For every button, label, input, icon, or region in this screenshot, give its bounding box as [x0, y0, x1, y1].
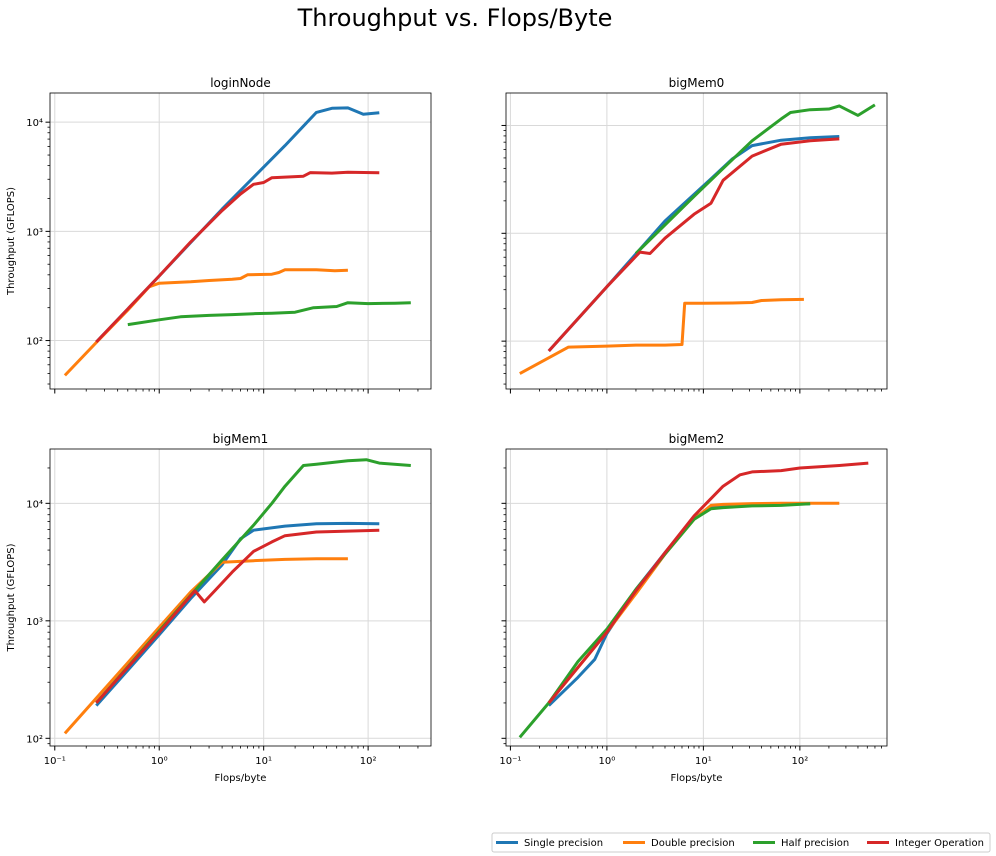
- y-tick-label: 10²: [26, 734, 43, 745]
- legend-label: Double precision: [651, 838, 735, 849]
- x-tick-label: 10¹: [695, 756, 712, 767]
- x-tick-label: 10⁻¹: [44, 756, 66, 767]
- legend-label: Half precision: [781, 838, 849, 849]
- legend-frame: [491, 832, 991, 853]
- series-line-single-precision: [95, 521, 380, 707]
- series-line-double-precision: [519, 297, 804, 375]
- axes-frame: [49, 92, 432, 390]
- y-axis-label: Throughput (GFLOPS): [6, 187, 17, 296]
- series-line-integer-operation: [547, 461, 869, 704]
- legend-label: Single precision: [524, 838, 603, 849]
- series-line-double-precision: [547, 501, 840, 704]
- y-tick-label: 10³: [26, 227, 43, 238]
- x-axis-label: Flops/byte: [215, 773, 267, 784]
- legend-label: Integer Operation: [895, 838, 984, 849]
- series-line-half-precision: [634, 103, 876, 255]
- series-line-half-precision: [95, 458, 411, 704]
- subplot-bigMem2: 10⁻¹ 10⁰ 10¹ 10² bigMem2 Flops/byte: [499, 432, 888, 784]
- series-line-half-precision: [127, 301, 411, 327]
- axes-frame: [505, 92, 888, 390]
- y-axis-label: Throughput (GFLOPS): [6, 543, 17, 652]
- x-tick-label: 10⁻¹: [499, 756, 521, 767]
- y-tick-label: 10⁴: [26, 499, 43, 510]
- subplot-title: bigMem1: [213, 432, 269, 446]
- x-tick-label: 10²: [360, 756, 377, 767]
- subplot-bigMem1: 10⁻¹ 10⁰ 10¹ 10² 10² 10³ 10⁴ bigMem1 Flops/byte T…: [6, 432, 432, 784]
- axes-frame: [505, 448, 888, 747]
- y-tick-label: 10²: [26, 337, 43, 348]
- x-tick-label: 10⁰: [151, 756, 168, 767]
- legend: Single precision Double precision Half pre…: [491, 832, 991, 853]
- minor-ticks: [47, 126, 419, 392]
- axes-frame: [49, 448, 432, 747]
- y-tick-label: 10³: [26, 617, 43, 628]
- minor-ticks: [47, 467, 419, 749]
- series-line-double-precision: [63, 268, 348, 377]
- subplot-title: bigMem2: [669, 432, 725, 446]
- minor-ticks: [503, 467, 882, 749]
- series-line-integer-operation: [95, 170, 380, 344]
- series-line-integer-operation: [95, 528, 380, 704]
- series-line-single-precision: [547, 135, 840, 353]
- minor-ticks: [503, 129, 882, 392]
- subplot-bigMem0: bigMem0: [501, 76, 888, 394]
- y-tick-label: 10⁴: [26, 118, 43, 129]
- series-line-double-precision: [63, 557, 348, 735]
- x-tick-label: 10¹: [255, 756, 272, 767]
- x-tick-label: 10²: [791, 756, 808, 767]
- subplot-title: bigMem0: [669, 76, 725, 90]
- subplot-title: loginNode: [210, 76, 271, 90]
- x-tick-label: 10⁰: [599, 756, 616, 767]
- subplot-grid: 10² 10³ 10⁴ loginNode Throughput (GFLOPS) big…: [6, 76, 888, 784]
- subplot-loginNode: 10² 10³ 10⁴ loginNode Throughput (GFLOPS): [6, 76, 432, 394]
- series-line-integer-operation: [547, 137, 840, 353]
- x-axis-label: Flops/byte: [671, 773, 723, 784]
- figure-title: Throughput vs. Flops/Byte: [297, 4, 613, 32]
